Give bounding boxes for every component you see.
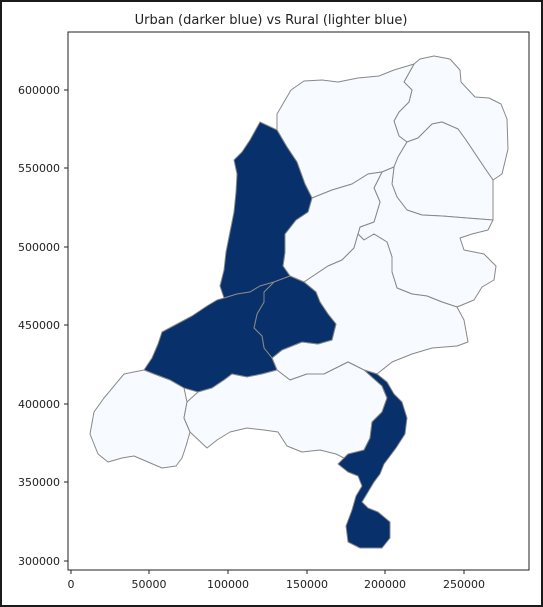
region-zeeland[interactable]: Zeeland xyxy=(89,369,191,469)
y-axis: 600000 550000 500000 450000 400000 35000… xyxy=(18,84,68,568)
x-tick-label: 100000 xyxy=(207,578,249,591)
y-tick-label: 450000 xyxy=(18,319,60,332)
map-regions: Groningen Friesland Drenthe Overijssel F… xyxy=(89,55,509,549)
y-tick-label: 550000 xyxy=(18,162,60,175)
y-tick-label: 350000 xyxy=(18,476,60,489)
x-axis: 0 50000 100000 150000 200000 250000 xyxy=(68,570,485,591)
y-tick-label: 300000 xyxy=(18,555,60,568)
x-tick-label: 0 xyxy=(68,578,75,591)
figure-title: Urban (darker blue) vs Rural (lighter bl… xyxy=(135,13,408,28)
x-tick-label: 250000 xyxy=(443,578,485,591)
region-limburg[interactable]: Limburg xyxy=(337,369,408,549)
y-tick-label: 500000 xyxy=(18,241,60,254)
x-tick-label: 200000 xyxy=(364,578,406,591)
x-tick-label: 150000 xyxy=(286,578,328,591)
x-tick-label: 50000 xyxy=(132,578,167,591)
y-tick-label: 600000 xyxy=(18,84,60,97)
y-tick-label: 400000 xyxy=(18,398,60,411)
